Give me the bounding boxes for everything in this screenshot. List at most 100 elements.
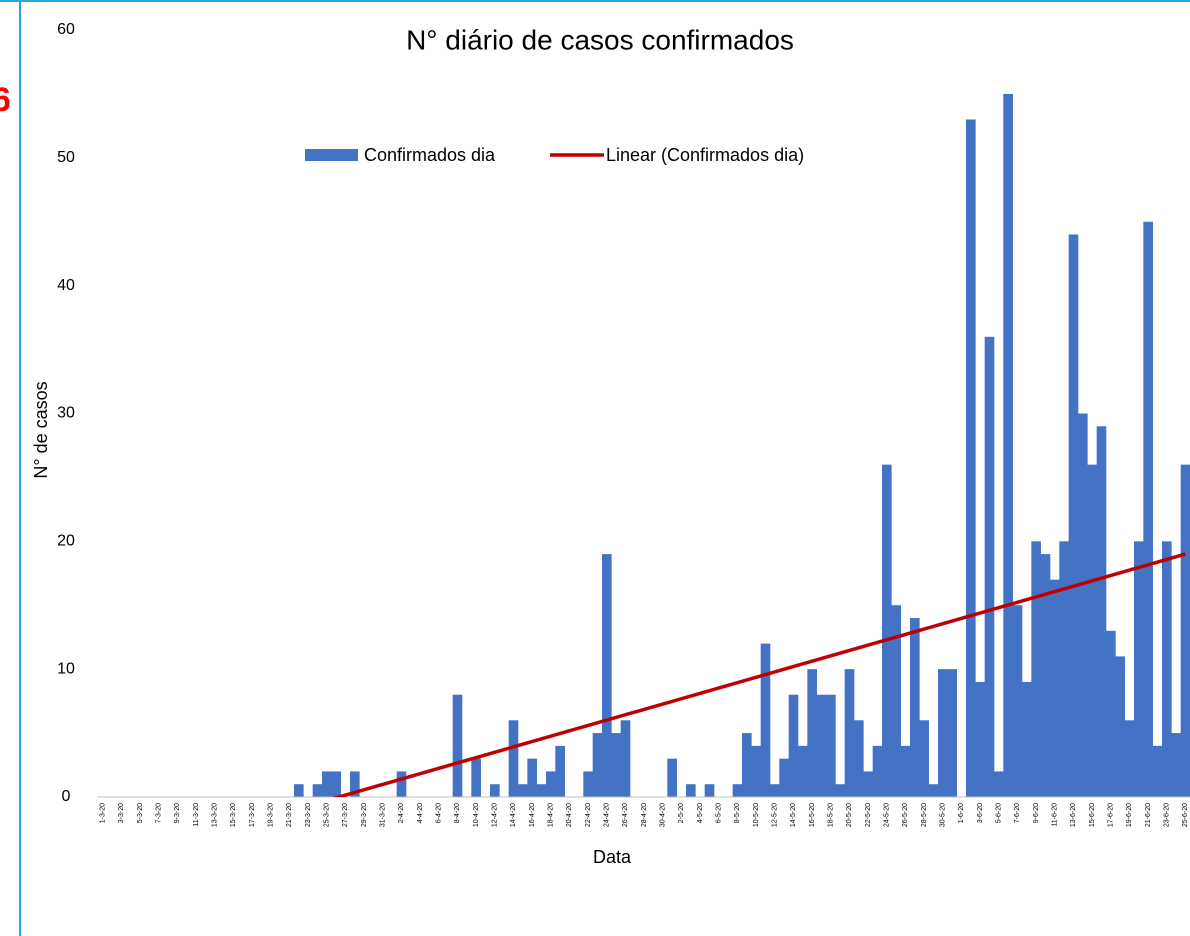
x-tick-label: 27-3-20: [342, 803, 349, 827]
bar: [1171, 733, 1181, 797]
bar: [396, 771, 407, 797]
bar: [798, 745, 808, 797]
bar: [312, 784, 323, 797]
y-tick-label: 50: [57, 149, 75, 166]
bar: [900, 745, 911, 797]
legend-swatch: [305, 149, 358, 161]
x-tick-label: 10-5-20: [753, 803, 760, 827]
x-tick-label: 10-4-20: [473, 803, 480, 827]
x-tick-label: 18-5-20: [828, 803, 835, 827]
bar: [872, 745, 883, 797]
bar: [1003, 93, 1013, 797]
y-tick-label: 20: [57, 533, 75, 550]
trendline: [332, 552, 1186, 797]
bar: [947, 669, 957, 797]
bar: [331, 771, 341, 797]
bar: [518, 784, 528, 797]
bar: [1031, 541, 1041, 797]
x-tick-label: 20-5-20: [846, 803, 853, 827]
x-tick-label: 19-6-20: [1126, 803, 1133, 827]
x-tick-label: 4-5-20: [697, 803, 704, 823]
bar: [788, 694, 799, 797]
bar: [322, 771, 332, 797]
x-tick-label: 30-5-20: [940, 803, 947, 827]
x-axis-label: Data: [593, 847, 632, 867]
x-tick-label: 17-6-20: [1108, 803, 1115, 827]
x-tick-label: 9-6-20: [1033, 803, 1040, 823]
bar: [816, 694, 827, 797]
x-tick-label: 26-4-20: [622, 803, 629, 827]
bar: [592, 733, 603, 797]
bar: [844, 669, 855, 797]
x-tick-label: 28-4-20: [641, 803, 648, 827]
bar: [1106, 630, 1116, 797]
bar: [910, 618, 920, 797]
x-tick-label: 29-3-20: [361, 803, 368, 827]
x-tick-label: 31-3-20: [380, 803, 387, 827]
bar: [350, 771, 360, 797]
x-tick-label: 13-6-20: [1070, 803, 1077, 827]
x-tick-label: 21-3-20: [286, 803, 293, 827]
bar: [807, 669, 817, 797]
x-tick-label: 4-4-20: [417, 803, 424, 823]
bar: [583, 771, 593, 797]
bar: [854, 720, 864, 797]
x-tick-label: 5-6-20: [996, 803, 1003, 823]
y-tick-label: 30: [57, 405, 75, 422]
bar: [1134, 541, 1144, 797]
x-tick-label: 28-5-20: [921, 803, 928, 827]
x-tick-label: 15-3-20: [230, 803, 237, 827]
bar: [928, 784, 939, 797]
bar: [1124, 720, 1135, 797]
bar: [294, 784, 304, 797]
x-tick-label: 25-3-20: [324, 803, 331, 827]
bar: [508, 720, 519, 797]
bar: [490, 784, 500, 797]
x-tick-label: 25-6-20: [1182, 803, 1189, 827]
y-tick-label: 10: [57, 660, 75, 677]
bar: [751, 745, 761, 797]
bar: [620, 720, 631, 797]
bar: [882, 464, 892, 797]
bar: [452, 694, 463, 797]
x-tick-label: 6-5-20: [716, 803, 723, 823]
bar: [611, 733, 621, 797]
x-tick-label: 9-3-20: [174, 803, 181, 823]
x-tick-label: 15-6-20: [1089, 803, 1096, 827]
bar: [863, 771, 873, 797]
x-tick-label: 2-5-20: [678, 803, 685, 823]
x-tick-label: 8-5-20: [734, 803, 741, 823]
x-tick-label: 16-5-20: [809, 803, 816, 827]
bar: [732, 784, 743, 797]
y-tick-label: 40: [57, 277, 75, 294]
bar: [1022, 681, 1032, 797]
x-tick-label: 24-4-20: [604, 803, 611, 827]
bar: [779, 758, 789, 797]
x-tick-label: 6-4-20: [436, 803, 443, 823]
x-tick-label: 24-5-20: [884, 803, 891, 827]
legend-label: Linear (Confirmados dia): [606, 145, 804, 165]
x-tick-label: 16-4-20: [529, 803, 536, 827]
bar: [1180, 464, 1190, 797]
y-tick-label: 60: [57, 21, 75, 38]
bar: [546, 771, 556, 797]
y-tick-label: 0: [62, 788, 71, 805]
bar: [704, 784, 715, 797]
x-tick-label: 26-5-20: [902, 803, 909, 827]
side-label: 6: [0, 81, 11, 119]
bar: [555, 745, 565, 797]
x-tick-label: 20-4-20: [566, 803, 573, 827]
bar: [826, 694, 836, 797]
x-tick-label: 19-3-20: [268, 803, 275, 827]
bar: [984, 336, 995, 797]
x-tick-label: 1-3-20: [100, 803, 107, 823]
x-tick-label: 13-3-20: [212, 803, 219, 827]
bar: [1050, 579, 1060, 797]
chart-title: N° diário de casos confirmados: [406, 24, 794, 55]
x-tick-label: 2-4-20: [398, 803, 405, 823]
bar: [835, 784, 845, 797]
bar: [760, 643, 771, 797]
bar: [1096, 426, 1107, 797]
legend-label: Confirmados dia: [364, 145, 496, 165]
bar: [919, 720, 929, 797]
